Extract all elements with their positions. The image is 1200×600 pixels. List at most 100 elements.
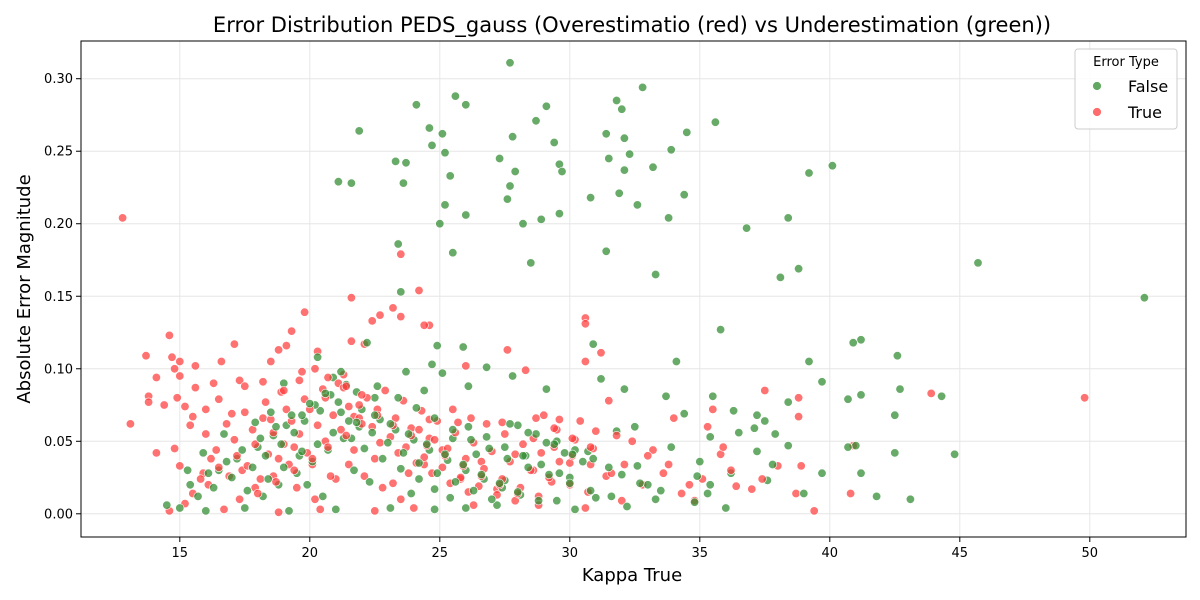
scatter-point-true — [328, 410, 338, 420]
scatter-point-true — [250, 439, 260, 449]
scatter-point-true — [310, 494, 320, 504]
scatter-point-false — [336, 367, 346, 377]
scatter-point-false — [565, 478, 575, 488]
scatter-point-false — [710, 117, 720, 127]
scatter-point-false — [505, 181, 515, 191]
scatter-point-true — [294, 375, 304, 385]
scatter-point-true — [229, 339, 239, 349]
scatter-point-false — [950, 449, 960, 459]
scatter-point-true — [367, 316, 377, 326]
scatter-point-false — [630, 422, 640, 432]
scatter-point-false — [518, 451, 528, 461]
scatter-point-true — [125, 419, 135, 429]
scatter-point-false — [284, 506, 294, 516]
scatter-point-false — [606, 491, 616, 501]
scatter-point-false — [804, 168, 814, 178]
scatter-point-false — [729, 406, 739, 416]
scatter-point-true — [414, 285, 424, 295]
scatter-point-false — [588, 339, 598, 349]
scatter-point-false — [445, 171, 455, 181]
scatter-point-true — [190, 361, 200, 371]
scatter-point-true — [567, 433, 577, 443]
scatter-point-false — [487, 494, 497, 504]
scatter-point-false — [502, 194, 512, 204]
scatter-point-false — [398, 448, 408, 458]
scatter-point-true — [370, 454, 380, 464]
scatter-point-false — [695, 457, 705, 467]
scatter-point-true — [240, 407, 250, 417]
scatter-point-false — [219, 429, 229, 439]
scatter-point-false — [588, 454, 598, 464]
scatter-point-false — [856, 335, 866, 345]
scatter-point-false — [432, 341, 442, 351]
scatter-point-false — [482, 432, 492, 442]
scatter-point-true — [669, 413, 679, 423]
scatter-point-false — [396, 287, 406, 297]
scatter-point-false — [895, 384, 905, 394]
scatter-point-true — [531, 413, 541, 423]
scatter-point-false — [401, 158, 411, 168]
scatter-point-false — [448, 248, 458, 258]
scatter-point-false — [513, 487, 523, 497]
scatter-point-true — [380, 385, 390, 395]
scatter-point-true — [409, 503, 419, 513]
scatter-point-false — [362, 338, 372, 348]
scatter-point-false — [315, 406, 325, 416]
scatter-point-false — [682, 127, 692, 137]
scatter-point-false — [632, 461, 642, 471]
scatter-point-false — [471, 449, 481, 459]
scatter-point-false — [541, 384, 551, 394]
scatter-point-true — [419, 320, 429, 330]
scatter-point-true — [469, 500, 479, 510]
scatter-point-false — [359, 443, 369, 453]
scatter-point-false — [198, 448, 208, 458]
scatter-point-true — [201, 404, 211, 414]
scatter-point-false — [619, 165, 629, 175]
scatter-point-false — [843, 394, 853, 404]
scatter-point-true — [580, 356, 590, 366]
scatter-point-false — [872, 491, 882, 501]
scatter-point-false — [305, 399, 315, 409]
x-tick-label: 30 — [562, 546, 579, 561]
scatter-point-false — [393, 239, 403, 249]
scatter-point-false — [393, 393, 403, 403]
scatter-point-true — [190, 383, 200, 393]
scatter-point-true — [612, 430, 622, 440]
scatter-point-false — [523, 428, 533, 438]
scatter-point-false — [365, 477, 375, 487]
scatter-point-false — [336, 407, 346, 417]
scatter-point-true — [289, 442, 299, 452]
scatter-point-false — [601, 246, 611, 256]
scatter-point-false — [619, 384, 629, 394]
scatter-point-true — [292, 483, 302, 493]
scatter-point-true — [461, 361, 471, 371]
scatter-point-true — [261, 397, 271, 407]
scatter-point-false — [495, 478, 505, 488]
scatter-point-false — [622, 501, 632, 511]
x-axis-label: Kappa True — [582, 565, 682, 586]
scatter-point-false — [313, 439, 323, 449]
scatter-point-false — [289, 428, 299, 438]
scatter-point-true — [747, 484, 757, 494]
scatter-point-false — [760, 416, 770, 426]
scatter-point-false — [502, 454, 512, 464]
scatter-point-true — [349, 445, 359, 455]
scatter-point-true — [926, 388, 936, 398]
scatter-point-false — [703, 488, 713, 498]
y-axis-label: Absolute Error Magnitude — [14, 174, 35, 403]
chart-title: Error Distribution PEDS_gauss (Overestim… — [213, 13, 1051, 38]
scatter-point-true — [227, 409, 237, 419]
scatter-point-false — [770, 429, 780, 439]
scatter-point-false — [255, 433, 265, 443]
scatter-point-false — [690, 497, 700, 507]
scatter-point-true — [846, 488, 856, 498]
scatter-point-false — [287, 410, 297, 420]
scatter-point-true — [510, 449, 520, 459]
scatter-point-true — [281, 404, 291, 414]
scatter-point-false — [827, 161, 837, 171]
scatter-point-false — [484, 443, 494, 453]
scatter-point-true — [643, 451, 653, 461]
scatter-point-true — [255, 474, 265, 484]
scatter-point-true — [359, 471, 369, 481]
scatter-point-false — [404, 429, 414, 439]
